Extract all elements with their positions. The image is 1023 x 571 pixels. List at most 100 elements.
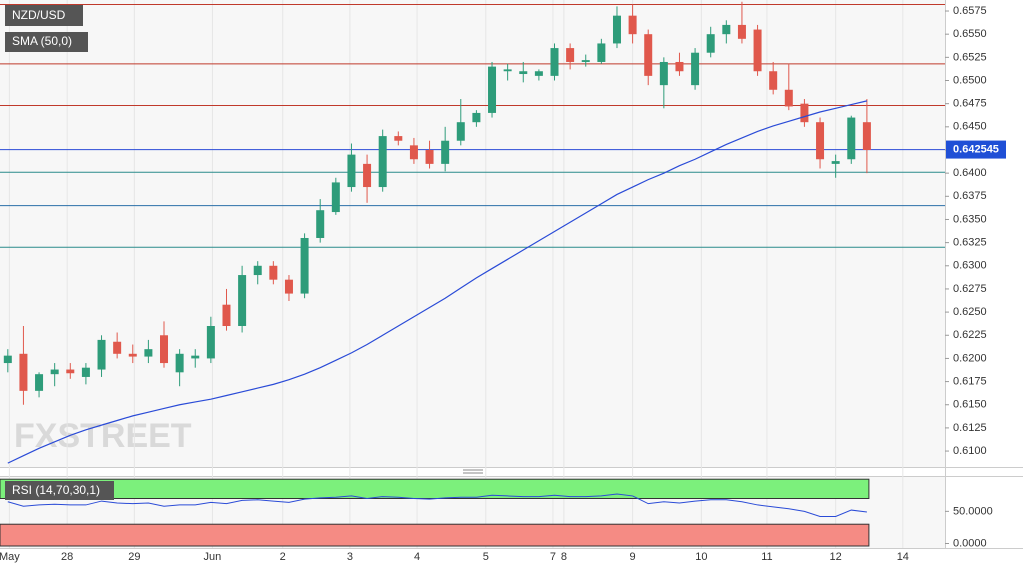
candle-body (847, 117, 856, 160)
candle-body (862, 122, 871, 150)
candle-body (456, 122, 465, 141)
x-tick-label: 7 (550, 551, 556, 563)
y-tick-label: 0.6325 (953, 237, 987, 249)
candle-body (394, 136, 403, 141)
x-tick-label: 14 (897, 551, 909, 563)
candle-body (144, 349, 153, 357)
candle-body (441, 140, 450, 164)
x-tick-label: May (0, 551, 20, 563)
legend-box (5, 5, 83, 26)
candle-body (97, 339, 106, 370)
candle-body (113, 341, 122, 354)
candle-body (347, 154, 356, 188)
candle-body (128, 353, 137, 357)
candle-body (363, 163, 372, 188)
candle-body (472, 112, 481, 123)
y-tick-label: 0.6175 (953, 375, 987, 387)
candle-body (488, 66, 497, 113)
candle-body (19, 353, 28, 391)
candle-body (409, 145, 418, 160)
y-tick-label: 0.6200 (953, 352, 987, 364)
candle-body (644, 34, 653, 76)
y-tick-label: 0.6300 (953, 260, 987, 272)
candle-body (737, 24, 746, 39)
candle-body (331, 182, 340, 213)
candle-body (769, 71, 778, 90)
x-tick-label: 5 (483, 551, 489, 563)
legend-label: RSI (14,70,30,1) (12, 483, 100, 497)
candle-body (160, 335, 169, 364)
x-tick-label: 4 (414, 551, 420, 563)
candle-body (691, 52, 700, 86)
y-tick-label: 0.6500 (953, 74, 987, 86)
y-tick-label: 0.6275 (953, 283, 987, 295)
candle-body (284, 279, 293, 294)
candle-body (503, 69, 512, 72)
overbought-zone (0, 478, 870, 500)
y-tick-label: 0.6225 (953, 329, 987, 341)
x-tick-label: 11 (761, 551, 772, 563)
y-tick-label: 0.6450 (953, 121, 987, 133)
candle-body (238, 275, 247, 327)
candle-body (519, 71, 528, 75)
y-tick-label: 0.0000 (953, 537, 987, 549)
candle-body (3, 355, 12, 364)
candle-body (612, 15, 621, 44)
x-tick-label: 29 (128, 551, 140, 563)
candle-body (753, 29, 762, 72)
candle-body (628, 15, 637, 35)
watermark: FXSTREET (14, 417, 192, 455)
candle-body (191, 355, 200, 359)
candle-body (66, 369, 75, 374)
x-tick-label: 2 (280, 551, 286, 563)
candle-body (831, 161, 840, 164)
candle-body (581, 60, 590, 62)
candle-body (316, 210, 325, 238)
candle-body (659, 61, 668, 86)
price-tag (946, 140, 1006, 159)
candle-body (206, 326, 215, 359)
y-tick-label: 0.6250 (953, 306, 987, 318)
resize-grip[interactable] (463, 469, 483, 474)
candle-body (800, 103, 809, 123)
candle-body (566, 48, 575, 62)
candle-body (722, 24, 731, 35)
x-tick-label: 12 (830, 551, 842, 563)
rsi-line (7, 493, 867, 517)
x-tick-label: 8 (561, 551, 567, 563)
candle-body (81, 367, 90, 377)
oversold-zone (0, 523, 870, 547)
y-tick-label: 0.6475 (953, 98, 987, 110)
candle-body (597, 43, 606, 62)
candle-body (50, 369, 59, 375)
y-tick-label: 50.0000 (953, 505, 993, 517)
candle-body (378, 136, 387, 188)
x-tick-label: Jun (204, 551, 222, 563)
x-tick-label: 28 (61, 551, 73, 563)
legend-box (5, 481, 114, 500)
candle-body (706, 34, 715, 53)
y-tick-label: 0.6350 (953, 213, 987, 225)
y-tick-label: 0.6100 (953, 445, 987, 457)
legend-label: NZD/USD (12, 8, 66, 22)
sma-line (7, 100, 868, 464)
candle-body (425, 149, 434, 164)
y-tick-label: 0.6375 (953, 190, 987, 202)
candle-body (35, 374, 44, 391)
legend-box (5, 32, 88, 52)
x-tick-label: 9 (630, 551, 636, 563)
price-tag-label: 0.642545 (953, 143, 999, 155)
price-panel (0, 0, 945, 467)
candle-body (269, 265, 278, 280)
candle-body (300, 237, 309, 294)
y-tick-label: 0.6150 (953, 399, 987, 411)
candle-body (253, 265, 262, 276)
y-tick-label: 0.6525 (953, 51, 987, 63)
candle-body (550, 48, 559, 76)
y-tick-label: 0.6400 (953, 167, 987, 179)
candle-body (816, 122, 825, 160)
y-tick-label: 0.6575 (953, 5, 987, 17)
candle-body (675, 61, 684, 72)
y-tick-label: 0.6550 (953, 28, 987, 40)
